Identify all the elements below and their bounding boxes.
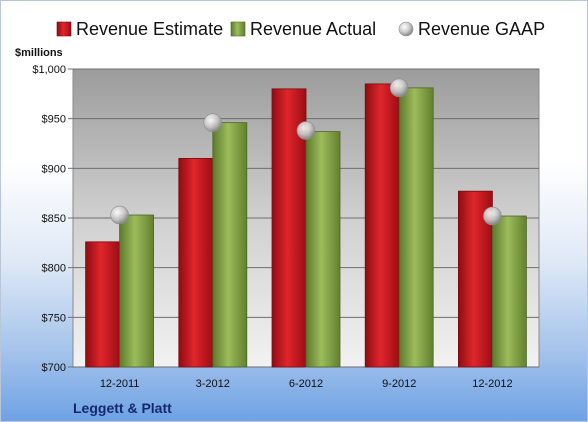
estimate-bar [85, 241, 120, 368]
legend-label: Revenue GAAP [418, 19, 545, 39]
actual-bar [119, 214, 154, 368]
actual-bar [305, 131, 341, 368]
gaap-marker [110, 205, 129, 225]
actual-bar [212, 122, 248, 368]
legend-swatch [398, 21, 414, 37]
x-axis-ticks: 12-2011 3-2012 6-2012 9-2012 12-2012 [100, 378, 513, 390]
y-tick-label: $1,000 [32, 64, 66, 76]
y-axis-ticks: $700 $750 $800 $850 $900 $950 $1,000 [32, 64, 73, 374]
x-tick-label: 12-2012 [472, 378, 512, 390]
y-tick-label: $800 [42, 263, 66, 275]
legend: Revenue Estimate Revenue Actual Revenue GA… [56, 19, 545, 39]
legend-swatch [56, 21, 72, 37]
estimate-bar [457, 190, 493, 368]
estimate-bar [364, 83, 400, 368]
gaap-marker [296, 121, 316, 140]
actual-bar [491, 215, 527, 368]
legend-swatch [230, 21, 246, 37]
y-tick-label: $750 [42, 312, 66, 324]
x-tick-label: 3-2012 [196, 378, 230, 390]
y-tick-label: $850 [42, 213, 66, 225]
gaap-marker [389, 78, 409, 98]
gaap-marker [203, 113, 223, 132]
x-tick-label: 9-2012 [382, 378, 416, 390]
gaap-markers [110, 78, 502, 226]
y-tick-label: $700 [42, 362, 66, 374]
y-tick-label: $900 [42, 163, 66, 175]
y-axis-label: $millions [15, 47, 63, 59]
x-tick-label: 6-2012 [289, 378, 323, 390]
actual-bar [398, 87, 434, 368]
y-tick-label: $950 [42, 114, 66, 126]
legend-label: Revenue Estimate [76, 19, 223, 39]
company-name: Leggett & Platt [73, 400, 172, 416]
estimate-bar [178, 157, 214, 368]
x-tick-label: 12-2011 [100, 378, 140, 390]
legend-label: Revenue Actual [250, 19, 376, 39]
gaap-marker [483, 206, 502, 226]
